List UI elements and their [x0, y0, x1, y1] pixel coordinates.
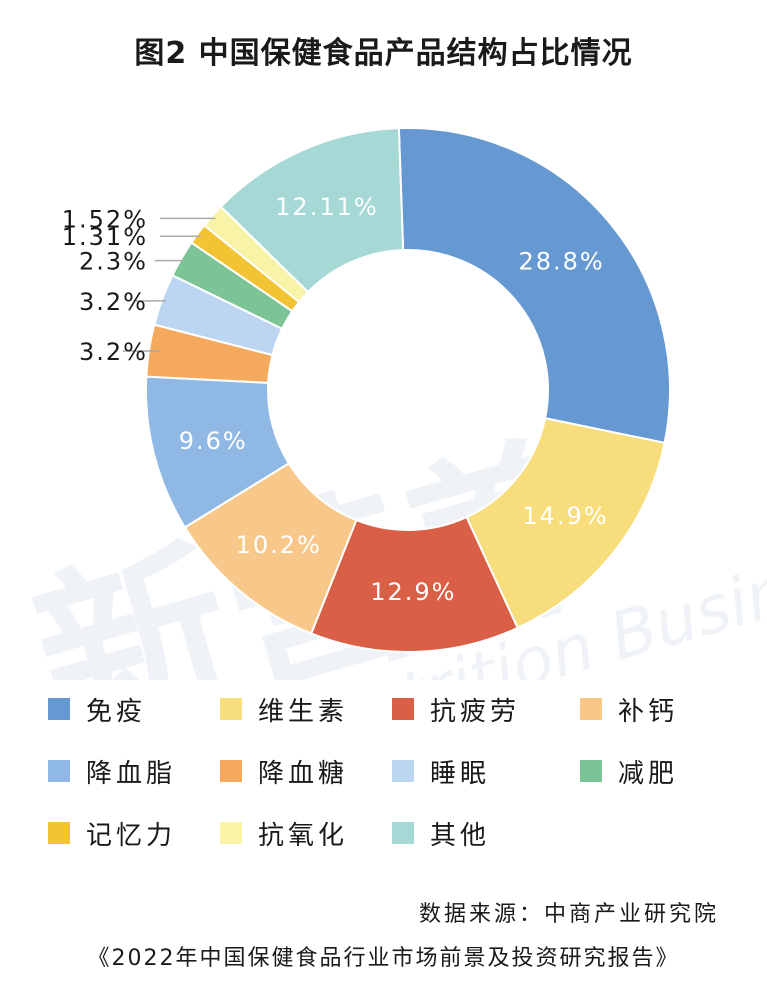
chart-title: 图2 中国保健食品产品结构占比情况 [134, 36, 633, 71]
legend-swatch-9 [220, 822, 242, 844]
legend-label-2: 抗疲劳 [430, 696, 521, 727]
legend-swatch-8 [48, 822, 70, 844]
legend-label-8: 记忆力 [86, 820, 177, 851]
legend-item-7: 减肥 [580, 754, 748, 789]
legend-label-7: 减肥 [618, 758, 679, 789]
legend-swatch-5 [220, 760, 242, 782]
data-source: 数据来源：中商产业研究院 [418, 902, 719, 927]
slice-label-10: 12.11% [275, 193, 379, 221]
legend-swatch-10 [392, 822, 414, 844]
slice-label-5: 3.2% [79, 338, 148, 366]
legend-swatch-6 [392, 760, 414, 782]
legend-label-0: 免疫 [86, 696, 147, 727]
legend-swatch-7 [580, 760, 602, 782]
legend-swatch-0 [48, 698, 70, 720]
legend-item-10: 其他 [392, 816, 580, 851]
legend-label-6: 睡眠 [430, 758, 491, 789]
legend-label-10: 其他 [430, 820, 491, 851]
legend-label-3: 补钙 [618, 696, 679, 727]
legend-swatch-1 [220, 698, 242, 720]
slice-label-7: 2.3% [79, 248, 148, 276]
legend-item-1: 维生素 [220, 692, 392, 727]
legend-label-5: 降血糖 [258, 758, 349, 789]
legend-item-6: 睡眠 [392, 754, 580, 789]
slice-1 [465, 417, 666, 630]
legend-item-0: 免疫 [48, 692, 220, 727]
slice-label-6: 3.2% [79, 288, 148, 316]
slice-10 [219, 127, 405, 294]
legend-item-9: 抗氧化 [220, 816, 392, 851]
slice-label-2: 12.9% [370, 578, 456, 606]
legend-label-4: 降血脂 [86, 758, 177, 789]
legend-swatch-3 [580, 698, 602, 720]
legend-label-9: 抗氧化 [258, 820, 349, 851]
legend-item-8: 记忆力 [48, 816, 220, 851]
legend-label-1: 维生素 [258, 696, 349, 727]
legend-item-5: 降血糖 [220, 754, 392, 789]
legend-item-2: 抗疲劳 [392, 692, 580, 727]
slice-label-8: 1.31% [62, 223, 148, 251]
slice-label-4: 9.6% [179, 427, 248, 455]
chart-legend: 免疫 维生素 抗疲劳 补钙降血脂 降血糖 睡眠 减肥记忆力 抗氧化 其他 [48, 692, 748, 851]
legend-item-4: 降血脂 [48, 754, 220, 789]
slice-0 [397, 127, 671, 445]
donut-chart: 新营养 New Nutrition Business 28.8%14.9%12.… [14, 127, 767, 680]
slice-label-1: 14.9% [522, 502, 608, 530]
legend-swatch-4 [48, 760, 70, 782]
slice-label-0: 28.8% [518, 247, 604, 275]
slice-label-9: 1.52% [62, 205, 148, 233]
slice-label-3: 10.2% [236, 531, 322, 559]
legend-item-3: 补钙 [580, 692, 748, 727]
report-title: 《2022年中国保健食品行业市场前景及投资研究报告》 [87, 946, 680, 971]
legend-swatch-2 [392, 698, 414, 720]
